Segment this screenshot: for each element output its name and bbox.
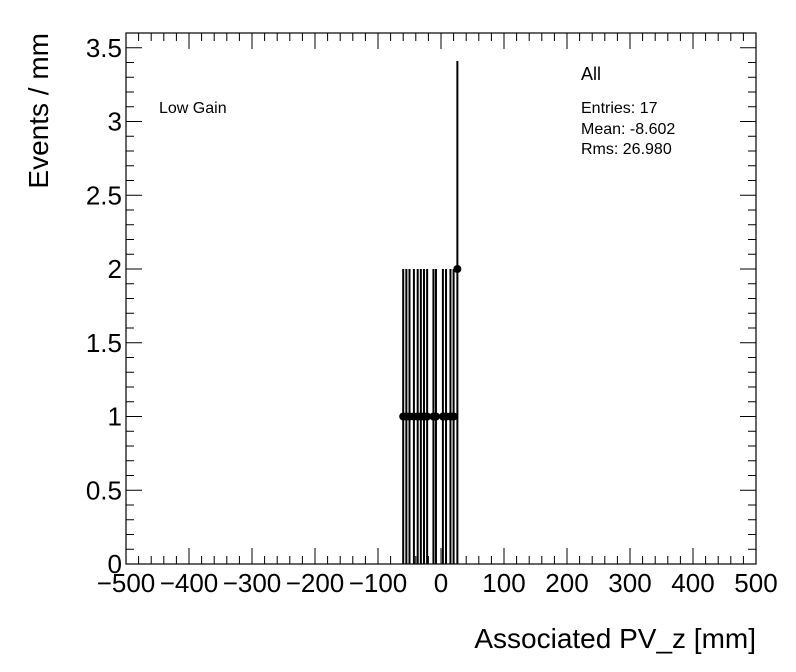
x-tick-label: 100 — [482, 568, 525, 598]
y-axis-title: Events / mm — [23, 33, 54, 189]
y-tick-label: 2.5 — [86, 180, 122, 210]
annotation-label: Low Gain — [159, 100, 227, 117]
y-tick-label: 1.5 — [86, 328, 122, 358]
stats-title: All — [581, 64, 601, 84]
x-tick-label: 500 — [734, 568, 777, 598]
y-tick-label: 1 — [108, 402, 122, 432]
data-point — [453, 265, 462, 273]
x-tick-label: −400 — [160, 568, 219, 598]
x-tick-label: −500 — [97, 568, 156, 598]
x-tick-label: 300 — [608, 568, 651, 598]
y-tick-label: 0.5 — [86, 475, 122, 505]
y-tick-label: 0 — [108, 549, 122, 579]
stats-entries: Entries: 17 — [581, 100, 658, 117]
stats-rms: Rms: 26.980 — [581, 141, 672, 158]
stats-mean: Mean: -8.602 — [581, 121, 675, 138]
y-tick-label: 3 — [108, 107, 122, 137]
y-tick-label: 2 — [108, 254, 122, 284]
x-axis-title: Associated PV_z [mm] — [474, 623, 756, 654]
data-point — [449, 412, 458, 421]
y-axis-ticks — [126, 32, 756, 565]
data-point — [431, 412, 440, 421]
x-tick-label: −100 — [349, 568, 408, 598]
data-points — [399, 61, 462, 564]
x-tick-label: −200 — [286, 568, 345, 598]
x-tick-label: −300 — [223, 568, 282, 598]
x-tick-label: 400 — [671, 568, 714, 598]
x-tick-label: 0 — [434, 568, 448, 598]
x-tick-label: 200 — [545, 568, 588, 598]
x-axis-ticks — [125, 33, 757, 564]
x-axis-tick-labels: −500 −400 −300 −200 −100 0 100 200 300 400 500 — [97, 568, 778, 598]
y-axis-tick-labels: 0 0.5 1 1.5 2 2.5 3 3.5 — [86, 33, 122, 579]
data-point — [423, 412, 432, 421]
y-tick-label: 3.5 — [86, 33, 122, 63]
